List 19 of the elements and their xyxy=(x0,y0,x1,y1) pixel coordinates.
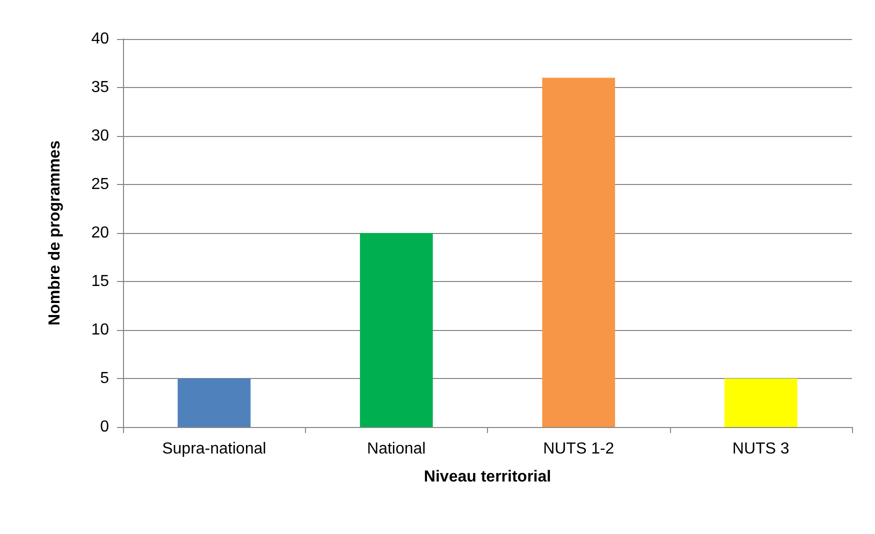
y-tick-label: 0 xyxy=(100,418,110,436)
y-tick-label: 35 xyxy=(91,79,110,96)
y-tick-label: 5 xyxy=(100,370,110,387)
y-tick-label: 15 xyxy=(91,273,110,290)
x-tick-label: National xyxy=(367,440,426,458)
x-tick-label: NUTS 3 xyxy=(732,440,790,458)
y-tick-label: 30 xyxy=(91,128,110,144)
y-tick-label: 20 xyxy=(91,224,110,242)
x-tick-label: Supra-national xyxy=(162,440,266,458)
x-axis-title: Niveau territorial xyxy=(424,468,552,486)
bar xyxy=(724,378,798,427)
y-axis-title: Nombre de programmes xyxy=(46,140,64,326)
bar xyxy=(542,78,616,427)
x-tick-label: NUTS 1-2 xyxy=(543,440,614,458)
y-tick-label: 10 xyxy=(91,322,110,338)
y-tick-label: 40 xyxy=(91,30,110,48)
bar xyxy=(360,233,433,427)
bar xyxy=(178,378,251,427)
y-tick-label: 25 xyxy=(91,176,110,193)
